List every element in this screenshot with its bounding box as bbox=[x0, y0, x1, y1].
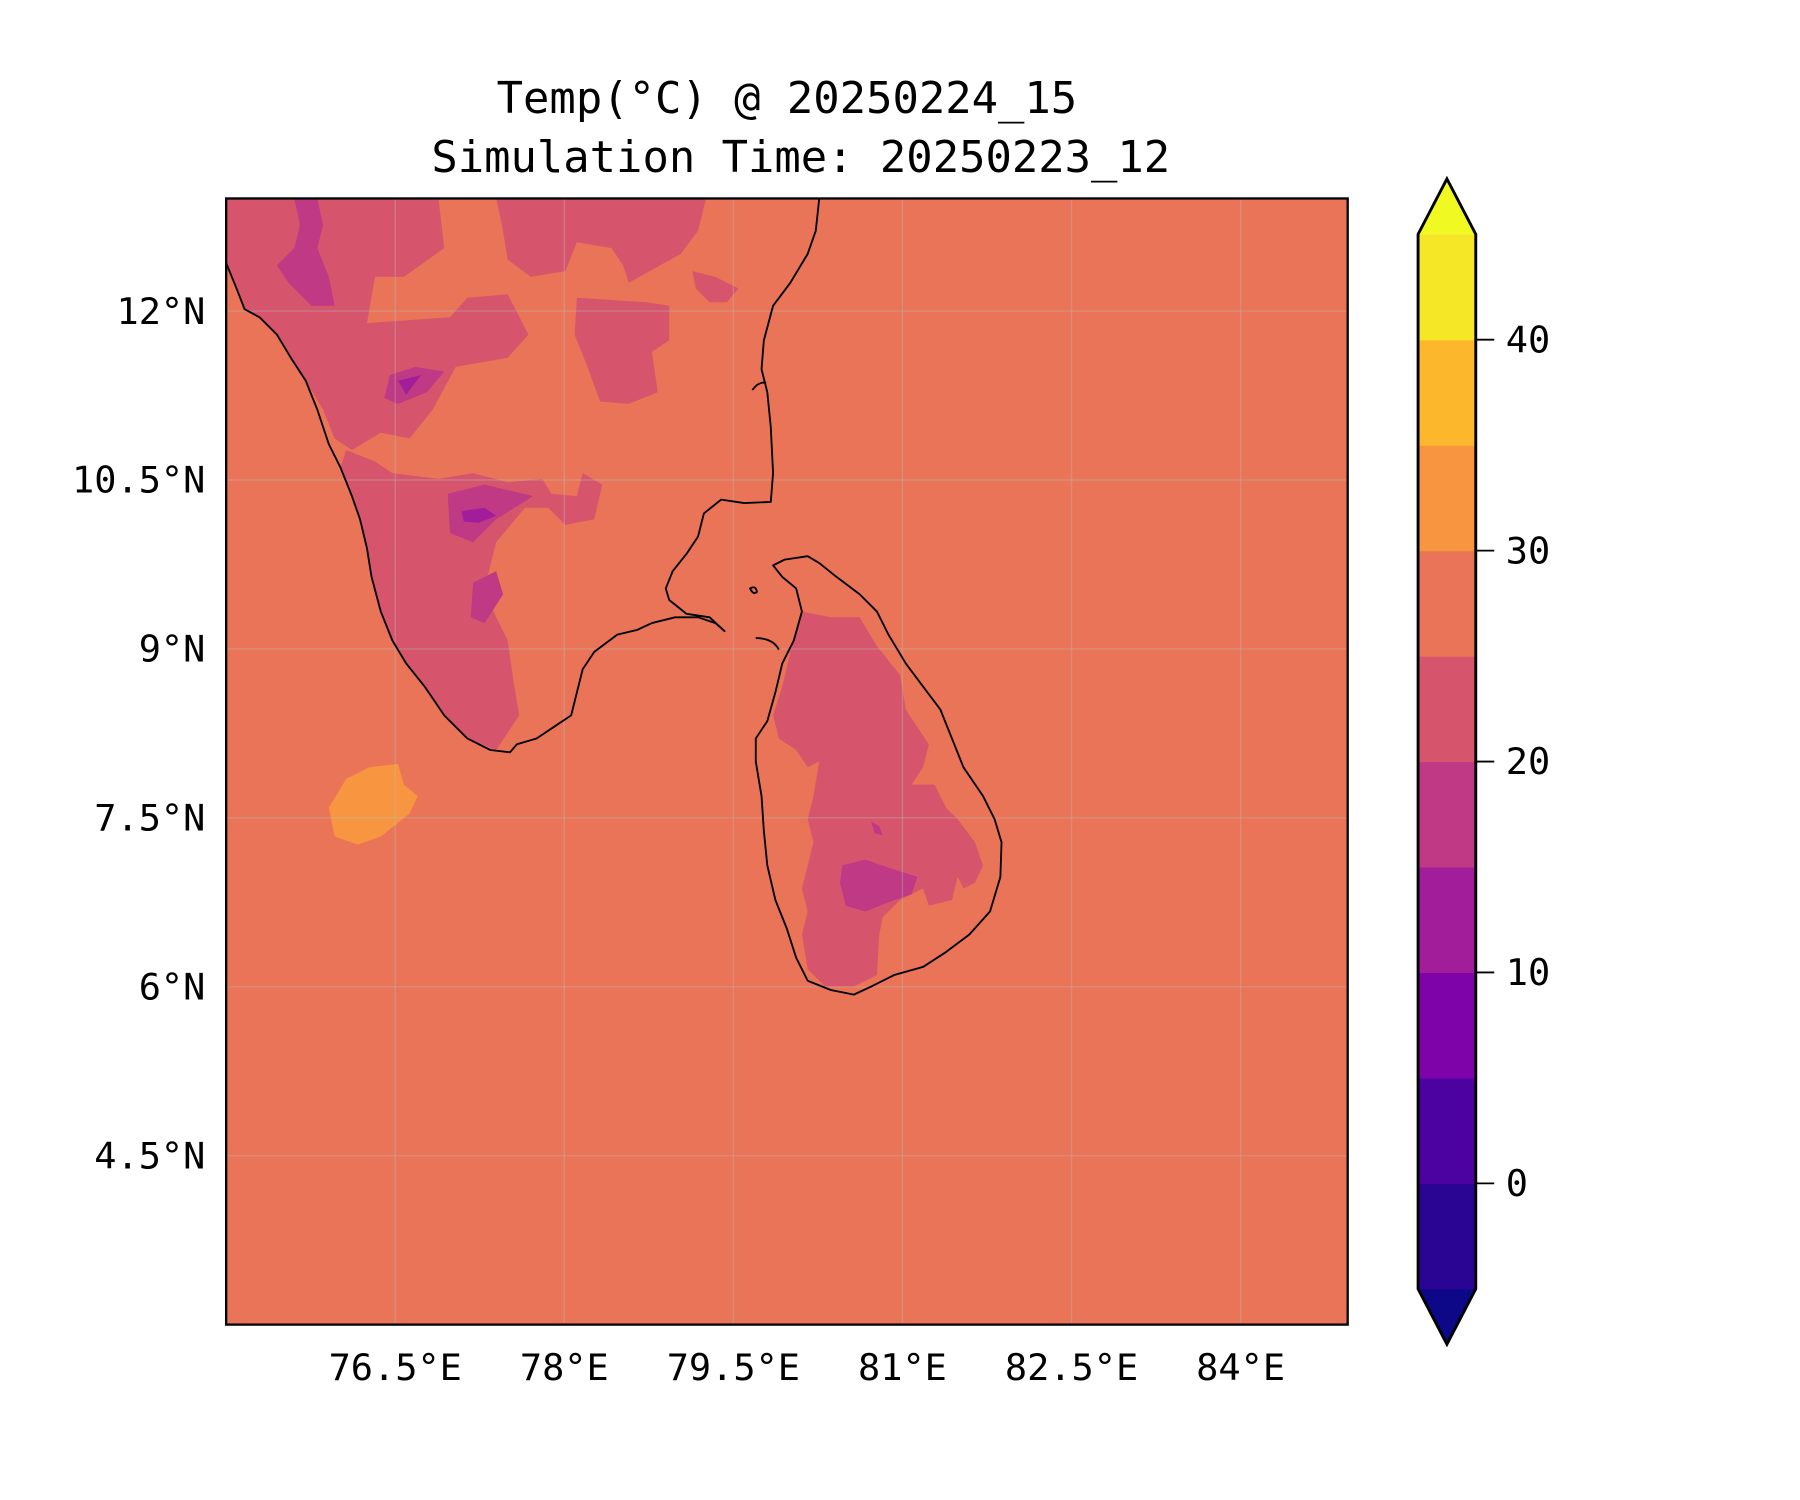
contour-region bbox=[384, 366, 445, 404]
x-axis-ticks: 76.5°E 78°E 79.5°E 81°E 82.5°E 84°E bbox=[329, 1346, 1285, 1389]
x-tick-label: 79.5°E bbox=[667, 1346, 800, 1389]
coastline-india bbox=[226, 198, 821, 754]
y-tick-label: 12°N bbox=[116, 290, 205, 333]
colorbar: 0 10 20 30 40 bbox=[1416, 175, 1550, 1348]
contour-band-20-25 bbox=[226, 198, 984, 987]
coastline-sri-lanka bbox=[754, 555, 1003, 996]
y-tick-label: 4.5°N bbox=[94, 1134, 205, 1177]
colorbar-bin bbox=[1418, 550, 1476, 657]
contour-region bbox=[840, 859, 918, 912]
contour-region bbox=[871, 821, 883, 836]
contour-region bbox=[773, 611, 984, 987]
contour-region bbox=[574, 297, 670, 404]
colorbar-bin bbox=[1418, 1183, 1476, 1290]
y-tick-label: 7.5°N bbox=[94, 797, 205, 840]
contour-band-10-15 bbox=[398, 375, 497, 523]
x-tick-label: 78°E bbox=[520, 1346, 609, 1389]
chart-title-line2: Simulation Time: 20250223_12 bbox=[431, 132, 1170, 183]
x-tick-label: 76.5°E bbox=[329, 1346, 462, 1389]
x-tick-label: 84°E bbox=[1196, 1346, 1285, 1389]
contour-region bbox=[340, 450, 603, 750]
coastline-islands bbox=[749, 381, 780, 651]
contour-region bbox=[496, 198, 707, 283]
colorbar-tick-label: 40 bbox=[1506, 318, 1550, 361]
colorbar-bin bbox=[1418, 234, 1476, 341]
colorbar-tick-label: 20 bbox=[1506, 740, 1550, 783]
colorbar-outline bbox=[1416, 175, 1478, 1348]
colorbar-bin bbox=[1418, 761, 1476, 868]
colorbar-bin bbox=[1418, 1077, 1476, 1184]
colorbar-extend-over bbox=[1418, 178, 1476, 235]
contour-region bbox=[276, 198, 335, 306]
contour-region-30-35 bbox=[328, 763, 418, 845]
contour-region bbox=[398, 375, 422, 395]
colorbar-extend-under bbox=[1418, 1288, 1476, 1345]
colorbar-bin bbox=[1418, 867, 1476, 974]
contour-region bbox=[692, 271, 739, 303]
gridlines bbox=[226, 198, 1348, 1325]
x-tick-label: 82.5°E bbox=[1005, 1346, 1138, 1389]
colorbar-bin bbox=[1418, 339, 1476, 446]
y-tick-label: 9°N bbox=[139, 628, 206, 671]
map-plot-area bbox=[226, 198, 1348, 1325]
x-tick-label: 81°E bbox=[858, 1346, 947, 1389]
contour-region bbox=[470, 571, 504, 624]
contour-region bbox=[461, 507, 497, 523]
colorbar-tick-label: 30 bbox=[1506, 529, 1550, 572]
y-tick-label: 6°N bbox=[139, 965, 206, 1008]
plot-frame bbox=[225, 197, 1349, 1326]
colorbar-bin bbox=[1418, 656, 1476, 763]
y-tick-label: 10.5°N bbox=[72, 459, 205, 502]
colorbar-tick-label: 10 bbox=[1506, 951, 1550, 994]
y-axis-ticks: 12°N 10.5°N 9°N 7.5°N 6°N 4.5°N bbox=[72, 290, 205, 1178]
colorbar-bin bbox=[1418, 445, 1476, 552]
colorbar-bin bbox=[1418, 972, 1476, 1079]
chart-title-line1: Temp(°C) @ 20250224_15 bbox=[497, 73, 1078, 124]
colorbar-tick-label: 0 bbox=[1506, 1162, 1528, 1205]
